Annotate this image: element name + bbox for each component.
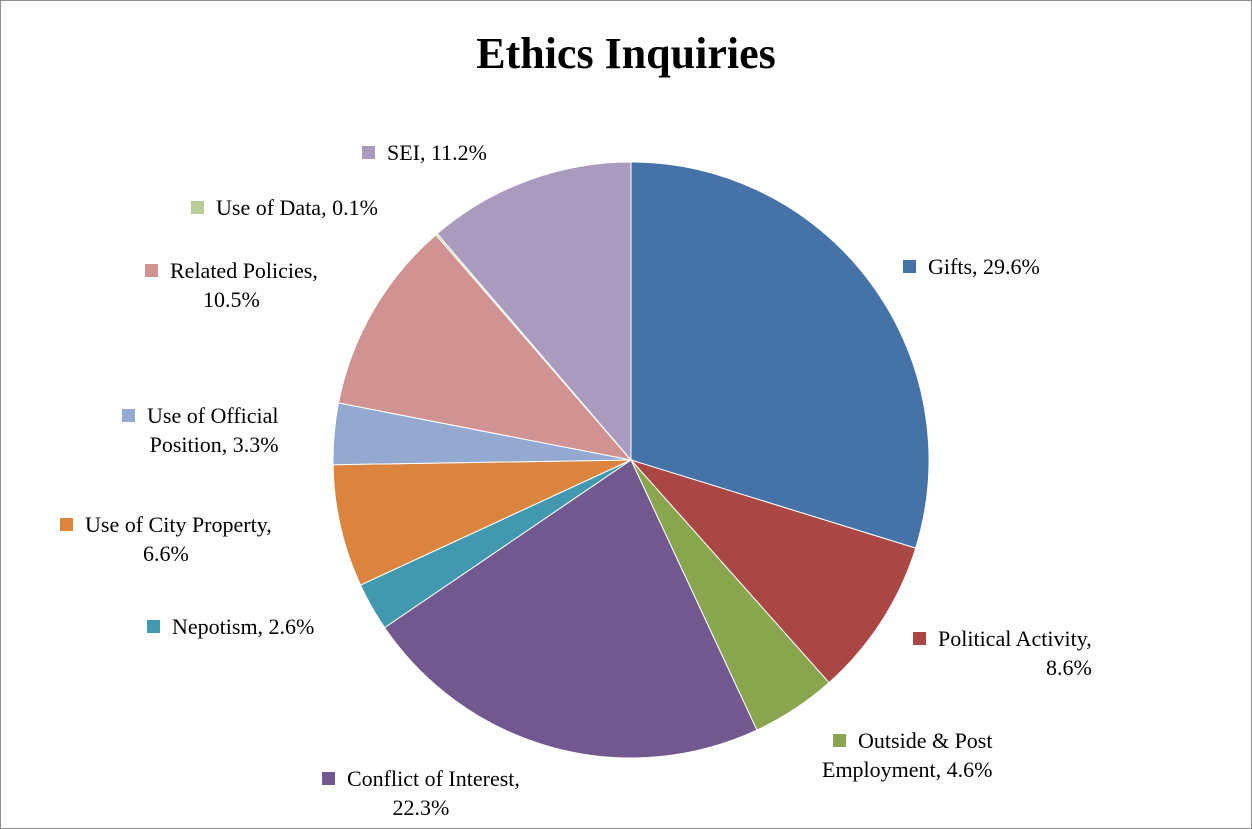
data-label-text: Related Policies, xyxy=(170,258,318,283)
legend-swatch-use-of-data xyxy=(191,201,204,214)
data-label-text: Conflict of Interest, xyxy=(347,766,520,791)
data-label-nepotism: Nepotism, 2.6% xyxy=(147,612,314,641)
pie-slice-use-of-city-property xyxy=(332,459,632,586)
legend-swatch-use-of-city-property xyxy=(60,518,73,531)
data-label-gifts: Gifts, 29.6% xyxy=(903,252,1040,281)
data-label-text: Nepotism, 2.6% xyxy=(172,614,315,639)
pie-slice-political-activity xyxy=(629,458,917,684)
pie-slice-gifts xyxy=(630,161,930,549)
data-label-text: 8.6% xyxy=(1045,655,1092,680)
data-label-use-of-official-position: Use of Official Position, 3.3% xyxy=(122,401,279,459)
data-label-text: 6.6% xyxy=(142,541,189,566)
legend-swatch-political-activity xyxy=(913,632,926,645)
data-label-political-activity: Political Activity, 8.6% xyxy=(913,624,1092,682)
data-label-text: Use of Data, 0.1% xyxy=(216,195,378,220)
pie-slice-related-policies xyxy=(337,234,633,461)
data-label-text: Political Activity, xyxy=(938,626,1092,651)
legend-swatch-use-of-official-position xyxy=(122,409,135,422)
pie-slice-conflict-of-interest xyxy=(383,459,758,759)
data-label-use-of-data: Use of Data, 0.1% xyxy=(191,193,378,222)
data-label-conflict-of-interest: Conflict of Interest, 22.3% xyxy=(322,764,520,822)
data-label-text: Use of Official xyxy=(147,403,279,428)
chart-title: Ethics Inquiries xyxy=(476,29,776,78)
legend-swatch-sei xyxy=(362,146,375,159)
data-label-text: 10.5% xyxy=(203,287,260,312)
legend-swatch-gifts xyxy=(903,260,916,273)
legend-swatch-conflict-of-interest xyxy=(322,772,335,785)
legend-swatch-nepotism xyxy=(147,620,160,633)
data-label-text: Employment, 4.6% xyxy=(822,757,993,782)
data-label-use-of-city-property: Use of City Property, 6.6% xyxy=(60,510,272,568)
data-label-sei: SEI, 11.2% xyxy=(362,138,487,167)
legend-swatch-outside-and-post-employment xyxy=(833,734,847,747)
data-label-text: Position, 3.3% xyxy=(149,432,279,457)
pie-slice-sei xyxy=(436,161,632,462)
data-label-outside-and-post-employment: Outside & Post Employment, 4.6% xyxy=(822,726,992,784)
data-label-text: Use of City Property, xyxy=(85,512,272,537)
data-label-text: 22.3% xyxy=(392,795,450,820)
data-label-text: SEI, 11.2% xyxy=(387,140,488,165)
data-label-text: Outside & Post xyxy=(858,728,993,753)
data-label-related-policies: Related Policies, 10.5% xyxy=(145,256,318,314)
data-label-text: Gifts, 29.6% xyxy=(928,254,1040,279)
legend-swatch-related-policies xyxy=(145,264,158,277)
